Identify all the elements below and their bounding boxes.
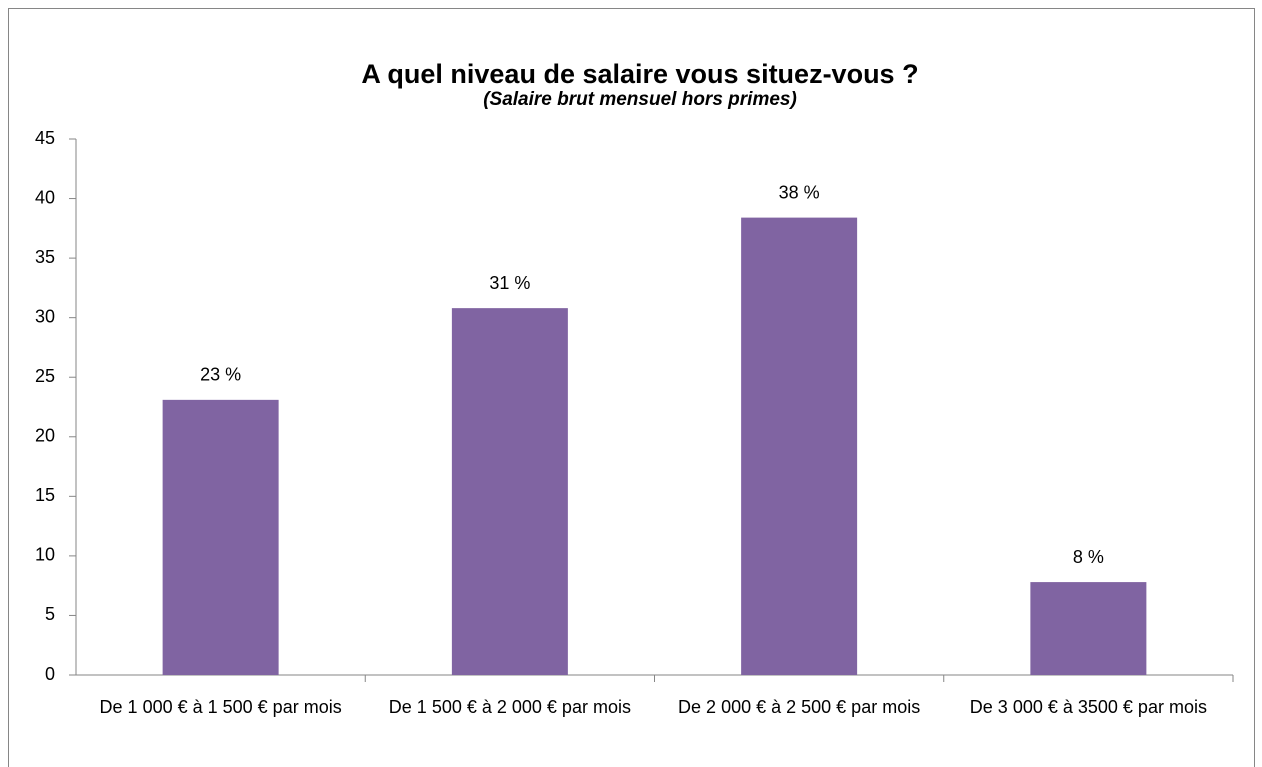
y-tick-label: 35	[35, 247, 55, 267]
y-tick-label: 40	[35, 187, 55, 207]
data-label: 31 %	[489, 273, 530, 293]
data-label: 38 %	[779, 182, 820, 202]
y-tick-label: 10	[35, 545, 55, 565]
data-label: 23 %	[200, 365, 241, 385]
y-tick-label: 30	[35, 306, 55, 326]
y-tick-label: 15	[35, 485, 55, 505]
x-tick-label: De 2 000 € à 2 500 € par mois	[678, 697, 921, 717]
x-tick-label: De 1 000 € à 1 500 € par mois	[99, 697, 342, 717]
bar	[1030, 582, 1147, 675]
bar	[741, 217, 858, 675]
x-tick-label: De 3 000 € à 3500 € par mois	[969, 697, 1207, 717]
bar	[451, 308, 568, 675]
bar	[162, 399, 279, 675]
y-tick-label: 20	[35, 426, 55, 446]
y-tick-label: 5	[45, 604, 55, 624]
y-tick-label: 45	[35, 128, 55, 148]
x-tick-label: De 1 500 € à 2 000 € par mois	[388, 697, 631, 717]
chart-title: A quel niveau de salaire vous situez-vou…	[361, 59, 918, 89]
y-tick-label: 0	[45, 664, 55, 684]
y-tick-label: 25	[35, 366, 55, 386]
chart-border	[8, 8, 1255, 767]
data-label: 8 %	[1073, 547, 1104, 567]
chart-subtitle: (Salaire brut mensuel hors primes)	[483, 89, 797, 110]
